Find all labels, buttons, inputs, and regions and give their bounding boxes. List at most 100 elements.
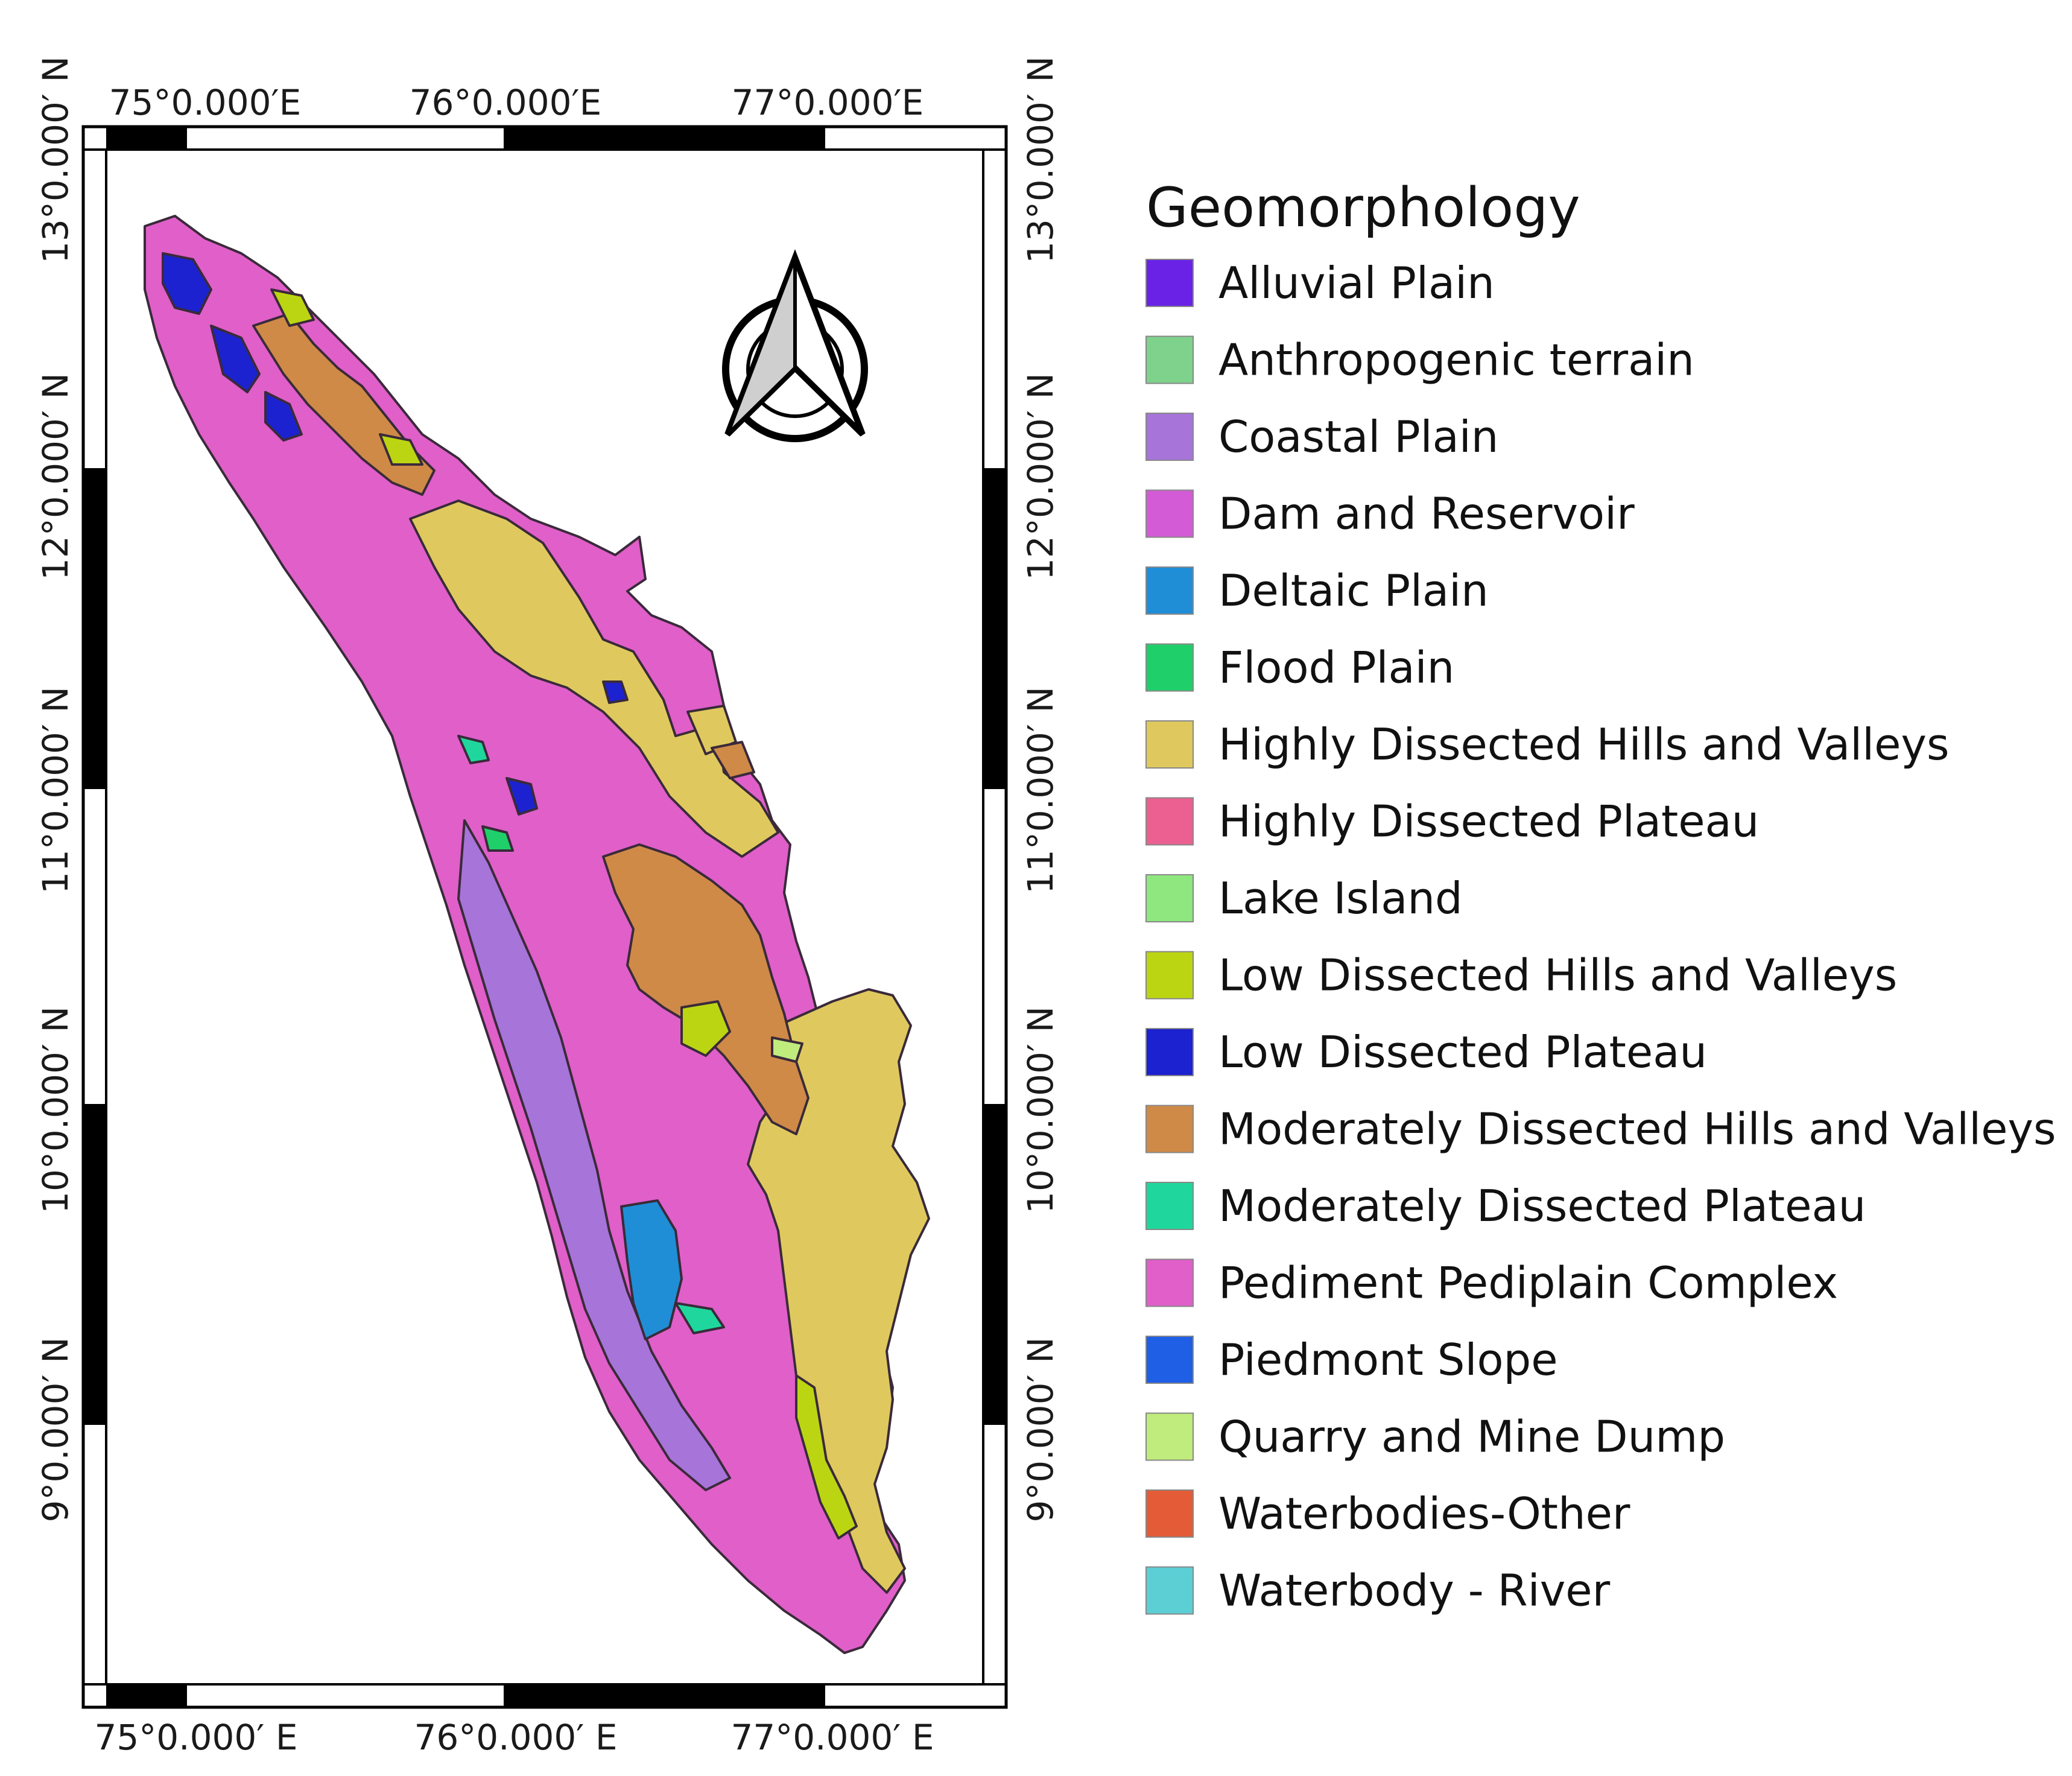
low-dissected-plateau-region	[505, 777, 538, 816]
legend-swatch	[1145, 1412, 1194, 1461]
left-lat-label: 11°0.000′ N	[35, 687, 76, 894]
flood-plain-region	[481, 825, 514, 852]
moderately-dissected-hills-region	[711, 741, 755, 779]
legend-swatch	[1145, 259, 1194, 307]
legend-swatch	[1145, 566, 1194, 615]
moderately-dissected-plateau-region	[674, 1302, 725, 1334]
legend-item: Flood Plain	[1145, 642, 1454, 693]
top-scale-bar	[106, 127, 825, 150]
legend-label: Moderately Dissected Hills and Valleys	[1218, 1104, 2056, 1155]
legend-label: Deltaic Plain	[1218, 565, 1489, 616]
legend-label: Coastal Plain	[1218, 411, 1498, 462]
top-longitude-labels: 75°0.000′E 76°0.000′E 77°0.000′E	[109, 82, 924, 123]
legend-item: Deltaic Plain	[1145, 565, 1489, 616]
top-lon-label: 75°0.000′E	[109, 82, 302, 123]
highly-dissected-hills-region	[409, 500, 779, 858]
right-lat-label: 13°0.000′ N	[1020, 56, 1061, 264]
legend-swatch	[1145, 1105, 1194, 1153]
legend: Geomorphology Alluvial Plain Anthropogeni…	[1145, 176, 2056, 1616]
legend-item: Lake Island	[1145, 873, 1463, 924]
right-scale-bar	[983, 468, 1006, 1425]
legend-swatch	[1145, 1028, 1194, 1076]
top-lon-label: 77°0.000′E	[732, 82, 924, 123]
left-latitude-labels: 13°0.000′ N 12°0.000′ N 11°0.000′ N 10°0…	[35, 56, 76, 1522]
legend-swatch	[1145, 643, 1194, 692]
legend-swatch	[1145, 1182, 1194, 1230]
legend-swatch	[1145, 335, 1194, 384]
legend-item: Coastal Plain	[1145, 411, 1498, 462]
legend-item: Piedmont Slope	[1145, 1334, 1558, 1385]
legend-label: Waterbodies-Other	[1218, 1488, 1630, 1539]
legend-label: Low Dissected Hills and Valleys	[1218, 950, 1897, 1001]
legend-item: Waterbodies-Other	[1145, 1488, 1630, 1539]
legend-swatch	[1145, 951, 1194, 1000]
legend-item: Pediment Pediplain Complex	[1145, 1258, 1838, 1308]
bottom-lon-label: 75°0.000′ E	[94, 1717, 297, 1758]
legend-swatch	[1145, 489, 1194, 538]
legend-item: Low Dissected Plateau	[1145, 1027, 1707, 1077]
legend-swatch	[1145, 1336, 1194, 1384]
right-lat-label: 11°0.000′ N	[1020, 687, 1061, 894]
left-lat-label: 12°0.000′ N	[35, 373, 76, 580]
legend-label: Low Dissected Plateau	[1218, 1027, 1707, 1077]
quarry-region	[771, 1036, 803, 1063]
legend-item: Highly Dissected Plateau	[1145, 796, 1759, 847]
legend-label: Moderately Dissected Plateau	[1218, 1181, 1866, 1231]
legend-label: Anthropogenic terrain	[1218, 335, 1694, 385]
low-dissected-plateau-region	[602, 680, 629, 704]
legend-item: Quarry and Mine Dump	[1145, 1412, 1725, 1462]
legend-swatch	[1145, 1258, 1194, 1307]
low-dissected-hills-region	[795, 1374, 858, 1540]
legend-item: Anthropogenic terrain	[1145, 335, 1694, 385]
legend-label: Dam and Reservoir	[1218, 489, 1635, 539]
right-lat-label: 10°0.000′ N	[1020, 1006, 1061, 1214]
bottom-lon-label: 76°0.000′ E	[414, 1717, 617, 1758]
legend-label: Quarry and Mine Dump	[1218, 1412, 1725, 1462]
left-lat-label: 9°0.000′ N	[35, 1337, 76, 1523]
legend-item: Alluvial Plain	[1145, 258, 1495, 308]
right-lat-label: 9°0.000′ N	[1020, 1337, 1061, 1523]
right-latitude-labels: 13°0.000′ N 12°0.000′ N 11°0.000′ N 10°0…	[1020, 56, 1061, 1522]
legend-label: Piedmont Slope	[1218, 1334, 1558, 1385]
bottom-longitude-labels: 75°0.000′ E 76°0.000′ E 77°0.000′ E	[94, 1717, 934, 1758]
legend-title: Geomorphology	[1146, 176, 1580, 239]
low-dissected-hills-region	[379, 433, 423, 466]
left-scale-bar	[83, 468, 106, 1425]
top-lon-label: 76°0.000′E	[410, 82, 602, 123]
legend-label: Alluvial Plain	[1218, 258, 1495, 308]
kerala-map-region	[144, 215, 930, 1654]
bottom-scale-bar	[106, 1684, 825, 1707]
legend-item: Low Dissected Hills and Valleys	[1145, 950, 1897, 1001]
low-dissected-hills-region	[270, 288, 315, 327]
highly-dissected-hills-region	[747, 988, 930, 1594]
right-lat-label: 12°0.000′ N	[1020, 373, 1061, 580]
legend-swatch	[1145, 720, 1194, 769]
legend-label: Flood Plain	[1218, 642, 1454, 693]
legend-swatch	[1145, 797, 1194, 846]
left-lat-label: 13°0.000′ N	[35, 56, 76, 264]
legend-item: Moderately Dissected Plateau	[1145, 1181, 1866, 1231]
legend-swatch	[1145, 1489, 1194, 1538]
left-lat-label: 10°0.000′ N	[35, 1006, 76, 1214]
legend-label: Highly Dissected Hills and Valleys	[1218, 719, 1950, 770]
legend-label: Waterbody - River	[1218, 1565, 1611, 1616]
legend-item: Waterbody - River	[1145, 1565, 1611, 1616]
moderately-dissected-plateau-region	[457, 735, 490, 764]
low-dissected-plateau-region	[162, 252, 212, 315]
legend-label: Pediment Pediplain Complex	[1218, 1258, 1838, 1308]
bottom-lon-label: 77°0.000′ E	[730, 1717, 934, 1758]
legend-item: Highly Dissected Hills and Valleys	[1145, 719, 1950, 770]
low-dissected-plateau-region	[264, 391, 303, 442]
legend-item: Moderately Dissected Hills and Valleys	[1145, 1104, 2056, 1155]
legend-item: Dam and Reservoir	[1145, 489, 1635, 539]
legend-swatch	[1145, 1566, 1194, 1615]
low-dissected-plateau-region	[210, 325, 261, 393]
low-dissected-hills-region	[680, 1000, 731, 1057]
legend-label: Lake Island	[1218, 873, 1463, 924]
legend-swatch	[1145, 874, 1194, 922]
legend-swatch	[1145, 413, 1194, 461]
legend-label: Highly Dissected Plateau	[1218, 796, 1759, 847]
coastal-plain-region	[457, 819, 731, 1491]
north-arrow-icon	[722, 249, 868, 442]
